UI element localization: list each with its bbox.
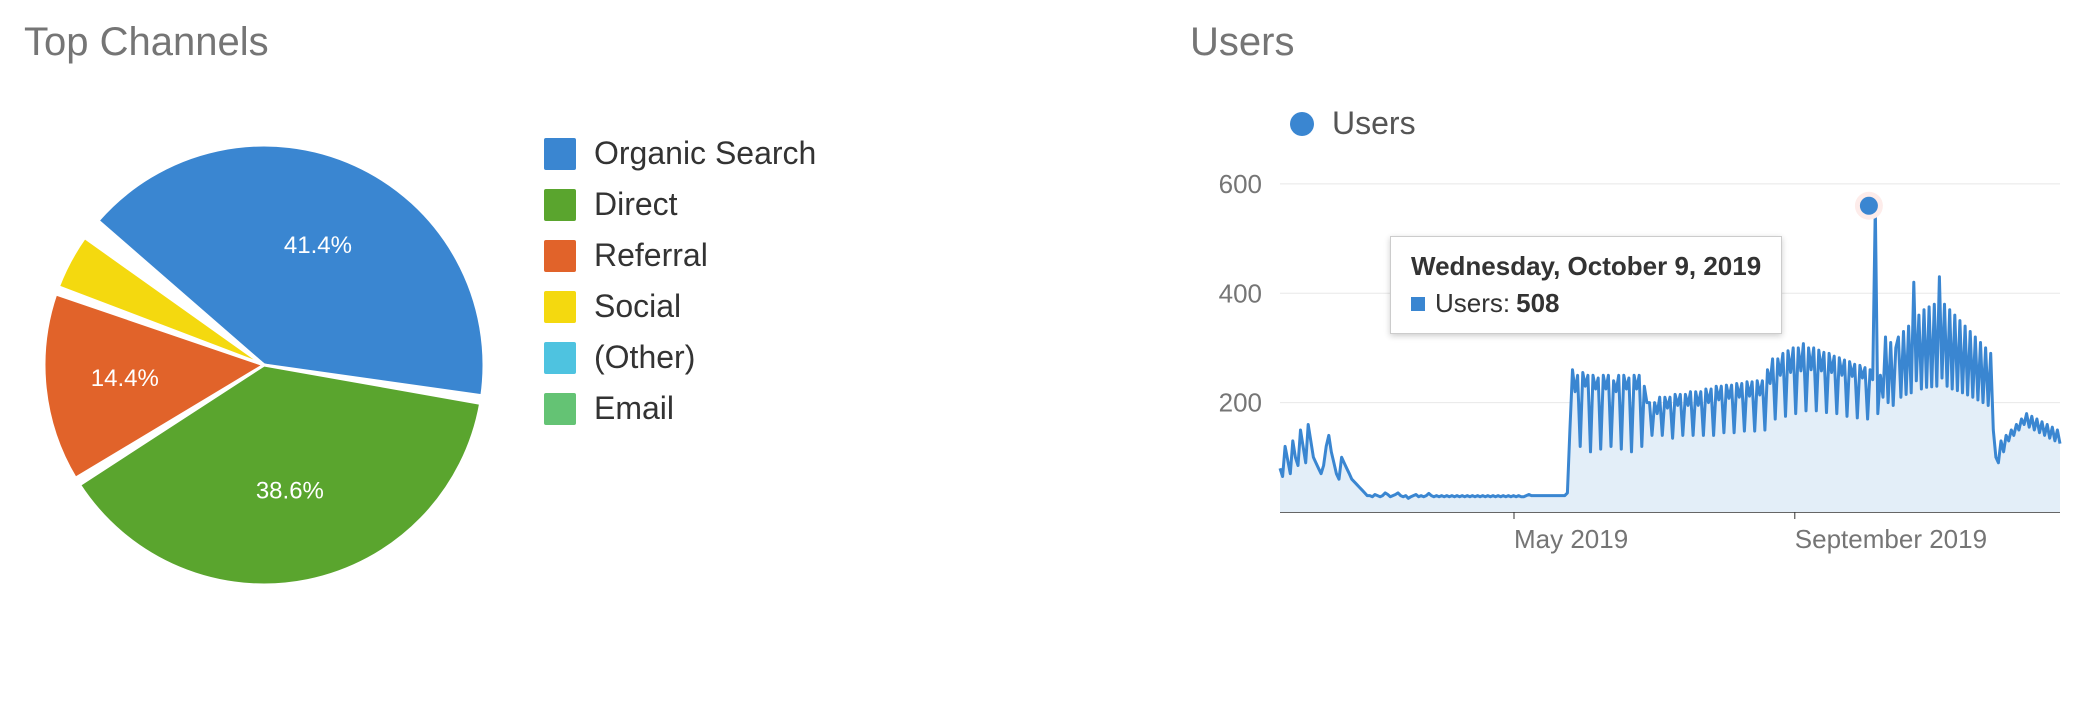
users-series-dot-icon: [1290, 112, 1314, 136]
tooltip-swatch-icon: [1411, 297, 1425, 311]
legend-label: (Other): [594, 339, 695, 376]
legend-swatch-icon: [544, 342, 576, 374]
tooltip-metric-value: 508: [1516, 288, 1559, 319]
legend-label: Direct: [594, 186, 678, 223]
y-axis-tick-label: 400: [1219, 278, 1262, 308]
tooltip-date: Wednesday, October 9, 2019: [1411, 251, 1761, 282]
pie-slice-label: 14.4%: [91, 365, 159, 392]
legend-swatch-icon: [544, 138, 576, 170]
legend-item[interactable]: Direct: [544, 186, 816, 223]
legend-item[interactable]: Referral: [544, 237, 816, 274]
legend-swatch-icon: [544, 291, 576, 323]
legend-label: Email: [594, 390, 674, 427]
top-channels-title: Top Channels: [24, 20, 1110, 65]
top-channels-content: 41.4% 38.6% 14.4% Organic Search Direct Refe…: [24, 125, 1110, 605]
top-channels-panel: Top Channels 41.4% 38.6% 14.4% Organic Sea…: [0, 0, 1130, 714]
users-title: Users: [1190, 20, 2070, 65]
x-axis-tick-label: May 2019: [1514, 524, 1628, 554]
users-series-label: Users: [1332, 105, 1416, 142]
legend-swatch-icon: [544, 189, 576, 221]
legend-label: Social: [594, 288, 681, 325]
users-tooltip: Wednesday, October 9, 2019 Users: 508: [1390, 236, 1782, 334]
tooltip-metric-label: Users:: [1435, 288, 1510, 319]
legend-item[interactable]: Social: [544, 288, 816, 325]
y-axis-tick-label: 200: [1219, 388, 1262, 418]
top-channels-legend: Organic Search Direct Referral Social (Other…: [544, 135, 816, 441]
top-channels-pie: 41.4% 38.6% 14.4%: [24, 125, 504, 605]
y-axis-tick-label: 600: [1219, 169, 1262, 199]
pie-slice-label: 41.4%: [284, 232, 352, 259]
x-axis-tick-label: September 2019: [1795, 524, 1987, 554]
legend-swatch-icon: [544, 393, 576, 425]
pie-slice-label: 38.6%: [256, 478, 324, 505]
users-series-legend: Users: [1290, 105, 2070, 142]
users-line-chart: 200 400 600 May 2019 September 2019 Wednesda…: [1190, 152, 2070, 592]
legend-item[interactable]: Email: [544, 390, 816, 427]
legend-swatch-icon: [544, 240, 576, 272]
legend-item[interactable]: Organic Search: [544, 135, 816, 172]
legend-item[interactable]: (Other): [544, 339, 816, 376]
highlight-marker-icon[interactable]: [1860, 197, 1878, 215]
legend-label: Referral: [594, 237, 708, 274]
legend-label: Organic Search: [594, 135, 816, 172]
users-panel: Users Users 200 400 600 May 2019 September 2…: [1130, 0, 2088, 714]
